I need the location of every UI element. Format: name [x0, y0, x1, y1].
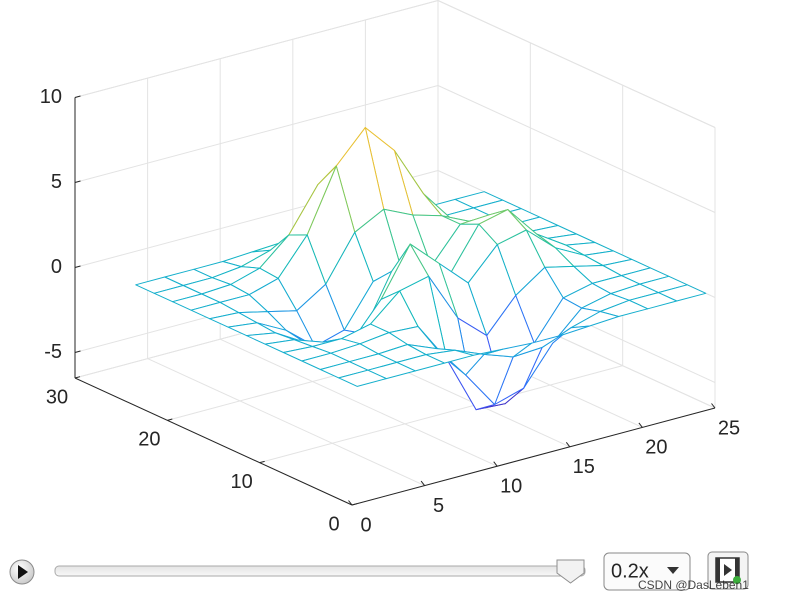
x-tick [348, 500, 353, 506]
y-tick [351, 503, 358, 506]
y-tick [74, 376, 81, 379]
x-tick [638, 422, 643, 428]
z-tick-label: 0 [51, 256, 62, 278]
z-tick [74, 180, 81, 183]
film-play [724, 564, 732, 576]
grid-line [437, 85, 716, 213]
x-tick-label: 25 [718, 417, 740, 439]
x-tick [493, 461, 498, 467]
grid-line [74, 85, 439, 183]
play-icon[interactable] [18, 565, 28, 579]
dropdown-box[interactable] [603, 552, 691, 591]
y-tick-label: 10 [231, 471, 253, 493]
x-tick-label: 20 [645, 437, 667, 459]
z-tick-label: -5 [44, 341, 62, 363]
z-tick-label: 5 [51, 171, 62, 193]
mesh-cell [338, 369, 387, 387]
x-axis [351, 407, 716, 506]
x-tick [420, 480, 425, 486]
x-tick [711, 403, 716, 409]
x-tick-label: 10 [500, 475, 522, 497]
z-tick-label: 10 [40, 86, 62, 108]
film-strip [735, 558, 739, 582]
record-dot [733, 576, 741, 584]
axes: 0 5 10 15 20 25 0 10 20 30 -5 0 5 10 [40, 86, 740, 537]
watermark: CSDN @DasLeben1 [638, 578, 749, 592]
speed-dropdown[interactable]: 0.2x [603, 552, 691, 591]
y-tick-label: 20 [138, 429, 160, 451]
y-tick-label: 30 [46, 386, 68, 408]
z-tick [74, 265, 81, 268]
grid-line [259, 365, 623, 464]
dropdown-arrow[interactable] [667, 567, 679, 574]
x-tick-label: 0 [360, 514, 371, 536]
mesh [135, 127, 707, 411]
slider-track[interactable] [54, 565, 586, 577]
grid-line [219, 338, 498, 467]
y-tick-label: 0 [328, 513, 339, 535]
x-tick-label: 5 [433, 495, 444, 517]
y-tick [259, 460, 265, 464]
grid-line [147, 358, 425, 487]
controls: 0.2x CSDN @DasLeben1 [9, 551, 749, 592]
z-tick [74, 350, 81, 353]
x-tick-label: 15 [573, 456, 595, 478]
slider-thumb[interactable] [556, 559, 585, 584]
film-strip [716, 558, 720, 582]
record-button[interactable] [707, 551, 749, 590]
y-tick [167, 418, 173, 421]
z-tick [74, 95, 81, 98]
grid-line [437, 0, 716, 128]
play-button[interactable] [9, 559, 35, 585]
grid-line [74, 0, 439, 98]
y-axis [74, 377, 353, 506]
dropdown-value[interactable]: 0.2x [611, 560, 649, 582]
x-tick [565, 441, 571, 448]
